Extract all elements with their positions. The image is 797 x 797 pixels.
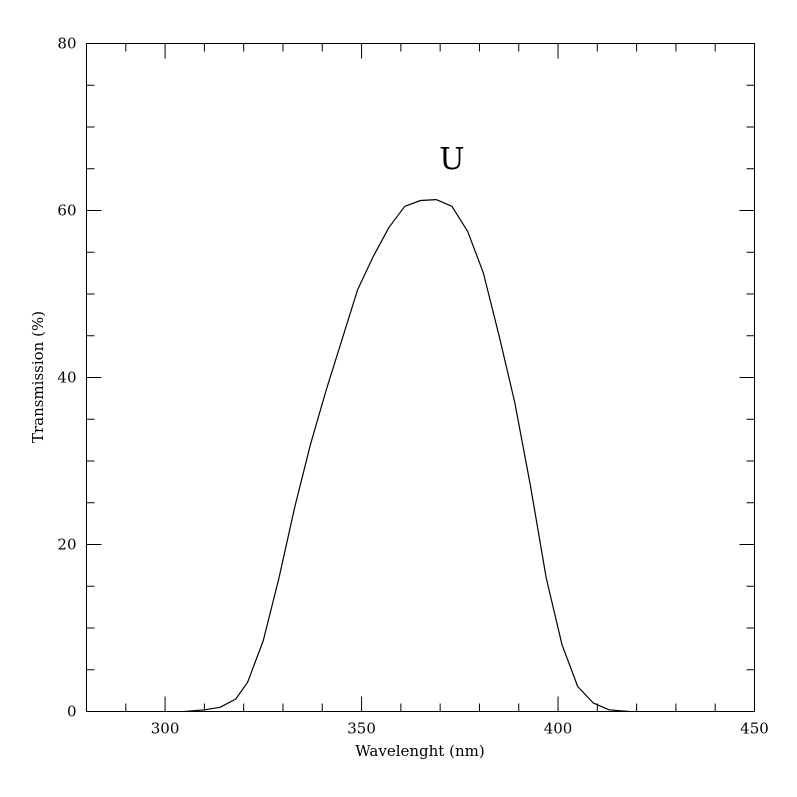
tick-labels: 300 350 400 450 0 20 40 60 80 [57,35,768,738]
x-tick-label: 300 [151,720,180,738]
y-tick-label: 80 [57,35,76,53]
plot-frame [86,43,755,712]
series-line-u [184,199,629,713]
y-axis-title: Transmission (%) [29,311,47,443]
filter-label-u: U [439,142,464,177]
x-tick-label: 450 [740,720,769,738]
y-tick-label: 60 [57,202,76,220]
x-axis-title: Wavelenght (nm) [355,742,484,760]
x-tick-label: 350 [347,720,376,738]
x-tick-label: 400 [544,720,573,738]
y-tick-label: 20 [57,536,76,554]
axis-ticks [86,43,755,712]
y-tick-label: 0 [67,703,77,721]
y-tick-label: 40 [57,369,76,387]
